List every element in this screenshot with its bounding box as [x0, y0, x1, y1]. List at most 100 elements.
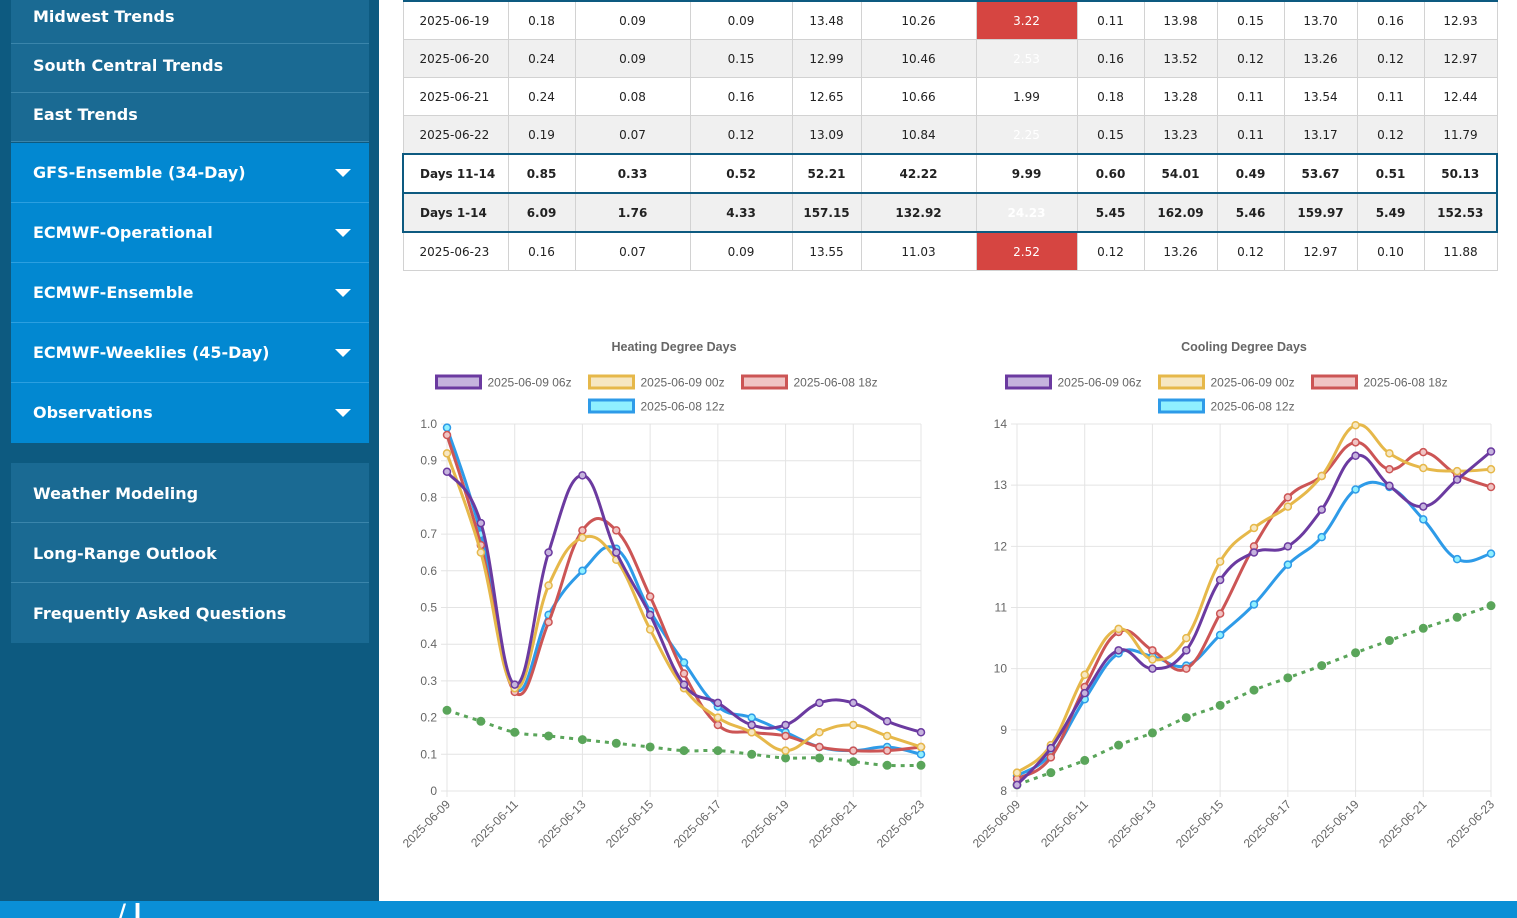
data-point[interactable]	[1452, 475, 1462, 484]
data-point[interactable]	[1317, 471, 1326, 481]
chevron-down-icon[interactable]	[335, 409, 351, 417]
sidebar-item-long-range-outlook[interactable]: Long-Range Outlook	[11, 523, 369, 583]
data-point[interactable]	[1147, 728, 1157, 738]
data-point[interactable]	[442, 423, 452, 432]
data-point[interactable]	[781, 731, 790, 741]
data-point[interactable]	[916, 742, 926, 752]
data-point[interactable]	[1080, 688, 1089, 698]
data-point[interactable]	[476, 716, 486, 726]
data-point[interactable]	[1215, 630, 1225, 640]
data-point[interactable]	[781, 746, 790, 755]
data-point[interactable]	[1215, 557, 1225, 566]
data-point[interactable]	[781, 753, 791, 763]
data-point[interactable]	[1283, 542, 1293, 551]
data-point[interactable]	[1080, 755, 1090, 765]
data-point[interactable]	[713, 698, 723, 708]
data-point[interactable]	[1012, 768, 1022, 777]
data-point[interactable]	[544, 581, 553, 590]
data-point[interactable]	[1182, 664, 1191, 673]
data-point[interactable]	[1181, 713, 1191, 723]
data-point[interactable]	[713, 720, 723, 730]
data-point[interactable]	[1419, 447, 1428, 457]
data-point[interactable]	[679, 746, 689, 756]
data-point[interactable]	[577, 735, 587, 745]
data-point[interactable]	[578, 526, 587, 535]
data-point[interactable]	[544, 731, 554, 741]
data-point[interactable]	[1317, 661, 1327, 671]
data-point[interactable]	[1419, 515, 1428, 524]
data-point[interactable]	[1148, 664, 1157, 673]
data-point[interactable]	[1046, 743, 1056, 753]
data-point[interactable]	[1351, 648, 1361, 658]
legend-item[interactable]: 2025-06-08 12z	[588, 398, 725, 414]
legend-item[interactable]: 2025-06-08 18z	[741, 374, 878, 390]
data-point[interactable]	[1351, 420, 1360, 430]
data-point[interactable]	[645, 592, 655, 601]
data-point[interactable]	[1283, 673, 1293, 683]
chevron-down-icon[interactable]	[335, 229, 351, 237]
data-point[interactable]	[679, 669, 689, 678]
data-point[interactable]	[578, 533, 587, 543]
data-point[interactable]	[1418, 623, 1428, 633]
data-point[interactable]	[713, 713, 723, 722]
data-point[interactable]	[849, 720, 858, 730]
data-point[interactable]	[510, 727, 520, 737]
data-point[interactable]	[1317, 505, 1326, 514]
data-point[interactable]	[578, 471, 587, 480]
data-point[interactable]	[1452, 612, 1462, 622]
data-point[interactable]	[612, 548, 621, 557]
data-point[interactable]	[1012, 780, 1022, 790]
data-point[interactable]	[1419, 502, 1428, 511]
data-point[interactable]	[544, 548, 553, 557]
sidebar-item-faq[interactable]: Frequently Asked Questions	[11, 583, 369, 643]
data-point[interactable]	[1148, 655, 1157, 664]
data-point[interactable]	[1080, 670, 1089, 680]
data-point[interactable]	[815, 742, 824, 752]
sidebar-item-south-central-trends[interactable]: South Central Trends	[11, 44, 369, 93]
legend-item[interactable]: 2025-06-08 18z	[1311, 374, 1448, 390]
data-point[interactable]	[814, 753, 824, 763]
data-point[interactable]	[442, 449, 452, 458]
data-point[interactable]	[882, 731, 892, 741]
data-point[interactable]	[916, 760, 926, 770]
data-point[interactable]	[1385, 481, 1394, 491]
sidebar-item-ecmwf-operational[interactable]: ECMWF-Operational	[11, 203, 369, 263]
data-point[interactable]	[1249, 523, 1259, 533]
data-point[interactable]	[1351, 451, 1360, 461]
data-point[interactable]	[442, 467, 452, 476]
sidebar-item-gfs-ensemble[interactable]: GFS-Ensemble (34-Day)	[11, 143, 369, 203]
sidebar-item-weather-modeling[interactable]: Weather Modeling	[11, 463, 369, 523]
data-point[interactable]	[849, 698, 858, 708]
data-point[interactable]	[916, 750, 926, 759]
data-point[interactable]	[1283, 502, 1293, 511]
data-point[interactable]	[713, 746, 723, 756]
legend-item[interactable]: 2025-06-09 06z	[1005, 374, 1142, 390]
data-point[interactable]	[781, 720, 790, 730]
data-point[interactable]	[679, 658, 689, 667]
data-point[interactable]	[442, 705, 452, 715]
data-point[interactable]	[1486, 601, 1496, 611]
data-point[interactable]	[1114, 740, 1124, 750]
data-point[interactable]	[1486, 465, 1496, 474]
data-point[interactable]	[645, 742, 655, 752]
data-point[interactable]	[1384, 636, 1394, 646]
data-point[interactable]	[1046, 753, 1056, 762]
data-point[interactable]	[1486, 447, 1496, 456]
data-point[interactable]	[1182, 646, 1191, 655]
data-point[interactable]	[1385, 449, 1394, 458]
data-point[interactable]	[1114, 646, 1123, 655]
data-point[interactable]	[679, 680, 689, 689]
data-point[interactable]	[442, 430, 452, 440]
data-point[interactable]	[578, 566, 587, 576]
data-point[interactable]	[848, 757, 858, 767]
data-point[interactable]	[1215, 609, 1225, 618]
data-point[interactable]	[849, 746, 858, 755]
data-point[interactable]	[645, 625, 655, 634]
data-point[interactable]	[1215, 700, 1225, 710]
data-point[interactable]	[1114, 624, 1123, 634]
data-point[interactable]	[1452, 466, 1462, 476]
data-point[interactable]	[1486, 549, 1496, 558]
data-point[interactable]	[476, 548, 486, 557]
data-point[interactable]	[1452, 554, 1462, 564]
chevron-down-icon[interactable]	[335, 289, 351, 297]
